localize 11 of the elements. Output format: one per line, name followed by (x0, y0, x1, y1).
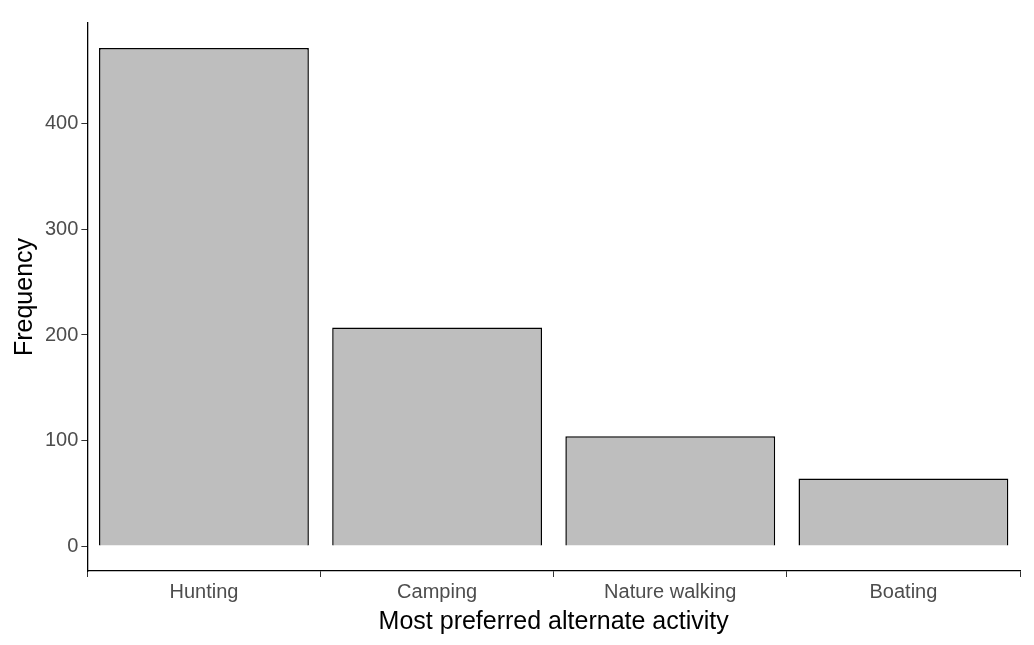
y-tick-label: 200 (44, 322, 79, 345)
y-tick-label: 400 (44, 111, 79, 134)
y-tick-label: 0 (67, 533, 79, 556)
y-tick-label: 300 (44, 216, 79, 239)
x-axis-title: Most preferred alternate activity (378, 605, 730, 634)
y-axis-title: Frequency (8, 237, 37, 357)
x-tick-label: Camping (397, 579, 478, 602)
x-tick-label: Hunting (169, 579, 239, 602)
x-tick-label: Nature walking (604, 579, 737, 602)
x-tick-label: Boating (869, 579, 938, 602)
y-tick-label: 100 (44, 428, 79, 451)
